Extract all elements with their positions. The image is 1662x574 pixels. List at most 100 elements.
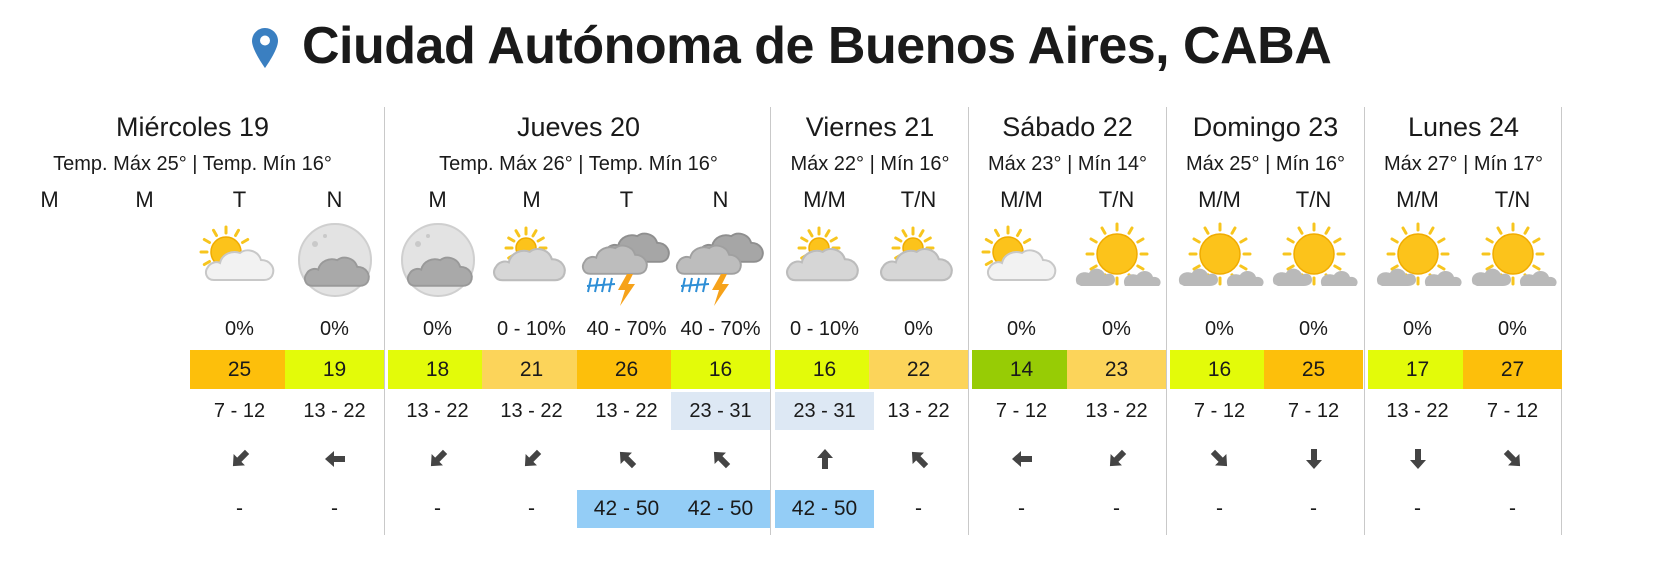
period-label: M/M <box>1000 187 1043 212</box>
mostly-cloudy-sun-icon <box>482 222 581 306</box>
day-name: Domingo 23 <box>1192 112 1339 142</box>
uv-index: 7 - 12 <box>1193 400 1246 422</box>
sunny-with-clouds-icon <box>1368 222 1467 306</box>
sunny-with-clouds-icon <box>1170 222 1269 306</box>
wind-gust: - <box>434 497 441 520</box>
sunny-with-clouds-icon <box>1463 222 1562 306</box>
wind-gust: - <box>915 497 922 520</box>
uv-index <box>95 392 194 430</box>
partly-cloudy-sun-icon <box>972 222 1071 306</box>
day-name: Sábado 22 <box>1002 112 1133 142</box>
wind-gust: - <box>1310 497 1317 520</box>
wind-gust <box>95 490 194 528</box>
wind-gust: 42 - 50 <box>577 490 676 528</box>
precip-probability: 0 - 10% <box>790 318 859 340</box>
temperature-cell: 18 <box>388 350 487 389</box>
uv-index: 13 - 22 <box>500 400 563 422</box>
temperature-cell: 26 <box>577 350 676 389</box>
day-divider <box>770 107 771 535</box>
day-name: Jueves 20 <box>516 112 641 142</box>
uv-index: 13 - 22 <box>303 400 366 422</box>
wind-gust: - <box>236 497 243 520</box>
period-label: T <box>232 187 247 212</box>
wind-gust: - <box>528 497 535 520</box>
arrow-up-left-icon <box>577 446 676 476</box>
arrow-down-left-icon <box>482 446 581 476</box>
mostly-cloudy-sun-icon <box>869 222 968 306</box>
temperature-cell: 17 <box>1368 350 1467 389</box>
day-temp-range: Máx 25° | Mín 16° <box>1185 153 1346 175</box>
precip-probability: 0% <box>1498 318 1527 340</box>
precip-probability: 0 - 10% <box>497 318 566 340</box>
period-label: T <box>619 187 634 212</box>
day-temp-range: Máx 23° | Mín 14° <box>987 153 1148 175</box>
wind-gust: - <box>1018 497 1025 520</box>
day-divider <box>968 107 969 535</box>
day-name: Miércoles 19 <box>115 112 270 142</box>
day-temp-range: Temp. Máx 26° | Temp. Mín 16° <box>439 153 718 175</box>
arrow-down-left-icon <box>388 446 487 476</box>
day-temp-range: Máx 27° | Mín 17° <box>1383 153 1544 175</box>
day-temp-range: Máx 22° | Mín 16° <box>790 153 950 175</box>
period-label: N <box>712 187 729 212</box>
day-divider <box>1364 107 1365 535</box>
wind-gust <box>0 490 99 528</box>
arrow-up-left-icon <box>671 446 770 476</box>
thunderstorm-icon <box>671 222 770 306</box>
uv-index: 13 - 22 <box>595 400 658 422</box>
day-divider <box>1166 107 1167 535</box>
arrow-down-icon <box>1368 446 1467 476</box>
arrow-left-icon <box>285 446 384 476</box>
precip-probability: 0% <box>1205 318 1234 340</box>
precip-probability: 0% <box>1007 318 1036 340</box>
period-label: M <box>40 187 59 212</box>
arrow-left-icon <box>972 446 1071 476</box>
precip-probability: 0% <box>1102 318 1131 340</box>
precip-probability: 0% <box>904 318 933 340</box>
temperature-cell: 23 <box>1067 350 1166 389</box>
day-name: Viernes 21 <box>805 112 935 142</box>
uv-index: 7 - 12 <box>1287 400 1340 422</box>
period-label: M <box>135 187 154 212</box>
uv-index <box>0 392 99 430</box>
precip-probability: 0% <box>423 318 452 340</box>
wind-direction <box>95 446 194 476</box>
period-label: M <box>428 187 447 212</box>
temperature-cell <box>0 350 99 389</box>
arrow-up-icon <box>775 446 874 476</box>
day-temp-range: Temp. Máx 25° | Temp. Mín 16° <box>53 153 332 175</box>
temperature-cell: 16 <box>1170 350 1269 389</box>
temperature-cell: 16 <box>671 350 770 389</box>
precip-probability: 0% <box>1403 318 1432 340</box>
day-name: Lunes 24 <box>1407 112 1520 142</box>
temperature-cell: 16 <box>775 350 874 389</box>
temperature-cell: 22 <box>869 350 968 389</box>
day-divider <box>1561 107 1562 535</box>
period-label: T/N <box>1494 187 1531 212</box>
wind-gust: 42 - 50 <box>775 490 874 528</box>
thunderstorm-icon <box>577 222 676 306</box>
partly-cloudy-sun-icon <box>190 222 289 306</box>
precip-probability: 0% <box>225 318 254 340</box>
arrow-down-icon <box>1264 446 1363 476</box>
night-cloudy-moon-icon <box>388 222 487 306</box>
uv-index: 13 - 22 <box>887 400 950 422</box>
period-label: M/M <box>1396 187 1439 212</box>
mostly-cloudy-sun-icon <box>775 222 874 306</box>
location-pin-icon <box>252 28 278 73</box>
temperature-cell: 25 <box>1264 350 1363 389</box>
uv-index: 23 - 31 <box>671 392 770 430</box>
uv-index: 23 - 31 <box>775 392 874 430</box>
period-label: M <box>522 187 541 212</box>
period-label: M/M <box>1198 187 1241 212</box>
wind-gust: 42 - 50 <box>671 490 770 528</box>
uv-index: 13 - 22 <box>1085 400 1148 422</box>
temperature-cell: 25 <box>190 350 289 389</box>
uv-index: 13 - 22 <box>406 400 469 422</box>
wind-gust: - <box>1414 497 1421 520</box>
arrow-down-left-icon <box>190 446 289 476</box>
wind-direction <box>0 446 99 476</box>
temperature-cell: 19 <box>285 350 384 389</box>
arrow-down-right-icon <box>1170 446 1269 476</box>
sunny-with-clouds-icon <box>1264 222 1363 306</box>
